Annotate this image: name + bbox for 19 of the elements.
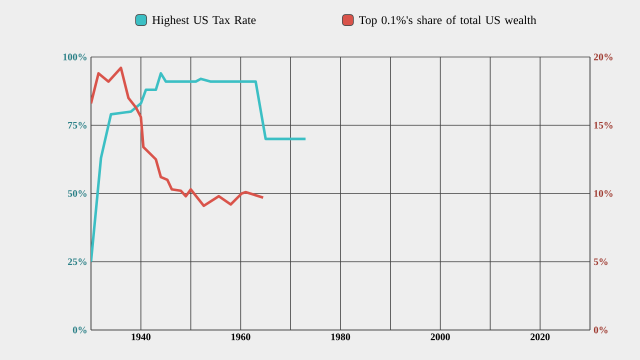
y2-tick-label: 15% xyxy=(594,122,613,129)
y-tick-label: 0% xyxy=(72,326,87,334)
y2-tick-label: 20% xyxy=(594,54,613,60)
x-tick-label: 2000 xyxy=(430,334,450,340)
y-tick-label: 50% xyxy=(68,190,87,197)
x-tick-label: 2020 xyxy=(530,334,550,340)
y2-tick-label: 0% xyxy=(594,326,608,334)
x-tick-label: 1980 xyxy=(331,334,350,340)
line-series xyxy=(91,66,264,208)
y-tick-label: 25% xyxy=(68,258,87,266)
y-tick-label: 100% xyxy=(63,54,87,60)
legend-label: Top 0.1%'s share of total US wealth xyxy=(359,16,536,27)
x-tick-label: 1940 xyxy=(132,334,150,340)
y2-tick-label: 5% xyxy=(594,258,608,266)
y-tick-label: 75% xyxy=(68,122,87,129)
y2-tick-label: 10% xyxy=(594,190,613,197)
legend-label: Highest US Tax Rate xyxy=(152,16,256,27)
x-tick-label: 1960 xyxy=(232,334,250,340)
line-series xyxy=(91,72,307,264)
